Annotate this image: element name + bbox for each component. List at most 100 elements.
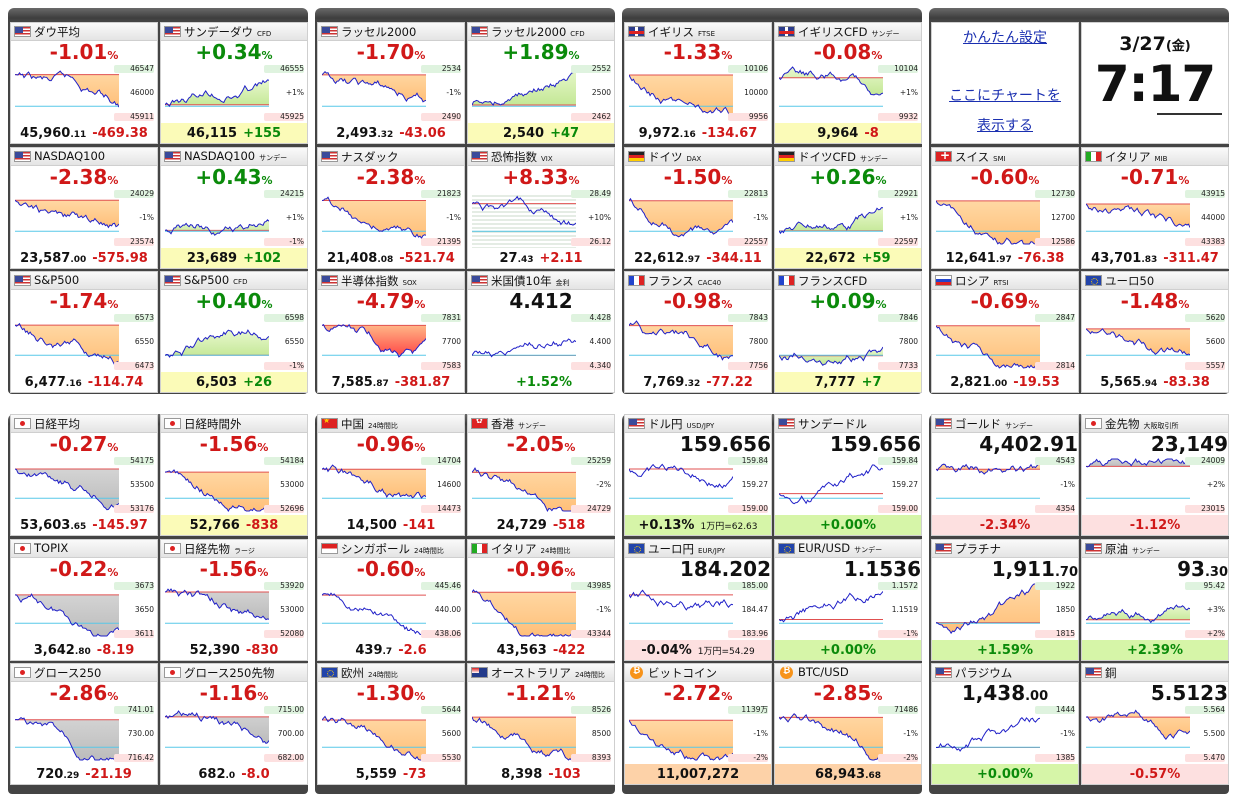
price-chart[interactable] <box>779 455 883 515</box>
market-tile[interactable]: スイスSMI-0.60%12730127001258612,641.97-76.… <box>931 147 1079 269</box>
market-tile[interactable]: 恐怖指数 VIX +8.33% 28.49 +10% 26.12 27.43 +2.11 <box>467 147 615 269</box>
market-tile[interactable]: S&P500 CFD +0.40% 6598 6550 -1% 6,503 +26 <box>160 271 308 393</box>
market-tile[interactable]: ドイツCFD サンデー +0.26% 22921 +1% 22597 22,672 +59 <box>774 147 922 269</box>
market-tile[interactable]: 日経先物 ラージ -1.56% 53920 53000 52080 52,390 -830 <box>160 539 308 661</box>
price-chart[interactable] <box>936 312 1040 372</box>
price-change: -311.47 <box>1163 251 1219 266</box>
market-tile[interactable]: BTC/USD-2.85%71486-1%-2%68,943.68 <box>774 663 922 785</box>
price-chart[interactable] <box>936 188 1040 248</box>
price-chart[interactable] <box>472 580 576 640</box>
price-chart[interactable] <box>165 704 269 764</box>
market-tile[interactable]: NASDAQ100 サンデー +0.43% 24215 +1% -1% 23,689 +102 <box>160 147 308 269</box>
price-chart[interactable] <box>15 580 119 640</box>
price-chart[interactable] <box>322 63 426 123</box>
price-chart[interactable] <box>936 704 1040 764</box>
price-chart[interactable] <box>472 704 576 764</box>
price-chart[interactable] <box>322 704 426 764</box>
price-chart[interactable] <box>165 580 269 640</box>
market-tile[interactable]: 原油 サンデー 93.30 95.42 +3% +2% +2.39% <box>1081 539 1229 661</box>
market-tile[interactable]: TOPIX -0.22% 3673 3650 3611 3,642.80 -8.19 <box>10 539 158 661</box>
price-chart[interactable] <box>15 188 119 248</box>
easy-setting-link[interactable]: かんたん設定 <box>963 30 1047 46</box>
market-tile[interactable]: ラッセル2000 CFD +1.89% 2552 2500 2462 2,540 +47 <box>467 22 615 144</box>
price-chart[interactable] <box>15 704 119 764</box>
chart-link-line2[interactable]: 表示する <box>977 118 1033 134</box>
price-chart[interactable] <box>1086 580 1190 640</box>
scale-label: +1% <box>899 213 918 222</box>
market-tile[interactable]: サンデードル 159.656 159.84 159.27 159.00 +0.00% <box>774 414 922 536</box>
market-tile[interactable]: シンガポール 24時間比 -0.60% 445.46 440.00 438.06 439.7… <box>317 539 465 661</box>
price-chart[interactable] <box>779 312 883 372</box>
market-tile[interactable]: オーストラリア 24時間比 -1.21% 8526 8500 8393 8,398 -103 <box>467 663 615 785</box>
market-tile[interactable]: サンデーダウ CFD +0.34% 46555 +1% 45925 46,115 +155 <box>160 22 308 144</box>
market-tile[interactable]: 日経平均 -0.27% 54175 53500 53176 53,603.65 -145.9… <box>10 414 158 536</box>
price-chart[interactable] <box>629 188 733 248</box>
market-tile[interactable]: フランスCFD +0.09% 7846 7800 7733 7,777 +7 <box>774 271 922 393</box>
market-tile[interactable]: 銅 5.5123 5.564 5.500 5.470 -0.57% <box>1081 663 1229 785</box>
market-tile[interactable]: イタリア 24時間比 -0.96% 43985 -1% 43344 43,563 -422 <box>467 539 615 661</box>
price-chart[interactable] <box>1086 312 1190 372</box>
price-chart[interactable] <box>779 580 883 640</box>
price-chart[interactable] <box>1086 188 1190 248</box>
market-tile[interactable]: ドイツ DAX -1.50% 22813 -1% 22557 22,612.97 -344.1… <box>624 147 772 269</box>
market-tile[interactable]: 欧州 24時間比 -1.30% 5644 5600 5530 5,559 -73 <box>317 663 465 785</box>
market-tile[interactable]: NASDAQ100 -2.38% 24029 -1% 23574 23,587.00 -57… <box>10 147 158 269</box>
price-chart[interactable] <box>1086 704 1190 764</box>
market-tile[interactable]: ダウ平均 -1.01% 46547 46000 45911 45,960.11 -469.3… <box>10 22 158 144</box>
price-chart[interactable] <box>472 63 576 123</box>
price-chart[interactable] <box>15 455 119 515</box>
market-tile[interactable]: グロース250先物 -1.16% 715.00 700.00 682.00 682.0 -8… <box>160 663 308 785</box>
market-tile[interactable]: ユーロ円 EUR/JPY 184.202 185.00 184.47 183.96 -0.0… <box>624 539 772 661</box>
price-chart[interactable] <box>15 312 119 372</box>
market-tile[interactable]: イタリア MIB -0.71% 43915 44000 43383 43,701.83 -31… <box>1081 147 1229 269</box>
scale-label: -1% <box>446 88 461 97</box>
price-chart[interactable] <box>165 455 269 515</box>
market-tile[interactable]: ロシア RTSI -0.69% 2847 2814 2,821.00 -19.53 <box>931 271 1079 393</box>
price-chart[interactable] <box>779 63 883 123</box>
market-tile[interactable]: 日経時間外 -1.56% 54184 53000 52696 52,766 -838 <box>160 414 308 536</box>
price-chart[interactable] <box>165 63 269 123</box>
market-tile[interactable]: ユーロ50 -1.48% 5620 5600 5557 5,565.94 -83.38 <box>1081 271 1229 393</box>
price-chart[interactable] <box>165 188 269 248</box>
price-chart[interactable] <box>322 188 426 248</box>
price-chart[interactable] <box>472 312 576 372</box>
price-chart[interactable] <box>629 63 733 123</box>
price-chart[interactable] <box>472 188 576 248</box>
market-tile[interactable]: S&P500 -1.74% 6573 6550 6473 6,477.16 -114.74 <box>10 271 158 393</box>
price-chart[interactable] <box>15 63 119 123</box>
price-chart[interactable] <box>629 580 733 640</box>
price-chart[interactable] <box>472 455 576 515</box>
price-chart[interactable] <box>936 455 1040 515</box>
chart-link-line1[interactable]: ここにチャートを <box>949 88 1061 104</box>
market-tile[interactable]: ラッセル2000 -1.70% 2534 -1% 2490 2,493.32 -43.06 <box>317 22 465 144</box>
market-tile[interactable]: ビットコイン-2.72%1139万-1%-2%11,007,272 <box>624 663 772 785</box>
market-tile[interactable]: ゴールド サンデー 4,402.91 4543 -1% 4354 -2.34% <box>931 414 1079 536</box>
price-chart[interactable] <box>629 704 733 764</box>
market-tile[interactable]: イギリスCFD サンデー -0.08% 10104 +1% 9932 9,964 -8 <box>774 22 922 144</box>
market-tile[interactable]: グロース250 -2.86% 741.01 730.00 716.42 720.29 -21… <box>10 663 158 785</box>
price-chart[interactable] <box>779 704 883 764</box>
market-tile[interactable]: ドル円 USD/JPY 159.656 159.84 159.27 159.00 +0.13… <box>624 414 772 536</box>
market-tile[interactable]: プラチナ 1,911.70 1922 1850 1815 +1.59% <box>931 539 1079 661</box>
market-tile[interactable]: 米国債10年 金利 4.412 4.428 4.400 4.340 +1.52% <box>467 271 615 393</box>
price-chart[interactable] <box>629 455 733 515</box>
market-tile[interactable]: 半導体指数 SOX -4.79% 7831 7700 7583 7,585.87 -381.8… <box>317 271 465 393</box>
price-chart[interactable] <box>779 188 883 248</box>
price-chart[interactable] <box>322 580 426 640</box>
market-tile[interactable]: EUR/USD サンデー 1.1536 1.1572 1.1519 -1% +0.00% <box>774 539 922 661</box>
price-line <box>322 323 426 358</box>
price-chart[interactable] <box>629 312 733 372</box>
market-tile[interactable]: 金先物 大阪取引所 23,149 24009 +2% 23015 -1.12% <box>1081 414 1229 536</box>
market-tile[interactable]: フランス CAC40 -0.98% 7843 7800 7756 7,769.32 -77.2… <box>624 271 772 393</box>
price-chart[interactable] <box>322 312 426 372</box>
market-sub: サンデー <box>871 30 900 38</box>
price-chart[interactable] <box>936 580 1040 640</box>
price-chart[interactable] <box>165 312 269 372</box>
price-chart[interactable] <box>322 455 426 515</box>
market-tile[interactable]: イギリス FTSE -1.33% 10106 10000 9956 9,972.16 -134… <box>624 22 772 144</box>
price-chart[interactable] <box>1086 455 1190 515</box>
market-tile[interactable]: パラジウム 1,438.00 1444 -1% 1385 +0.00% <box>931 663 1079 785</box>
market-tile[interactable]: ナスダック -2.38% 21823 -1% 21395 21,408.08 -521.74 <box>317 147 465 269</box>
